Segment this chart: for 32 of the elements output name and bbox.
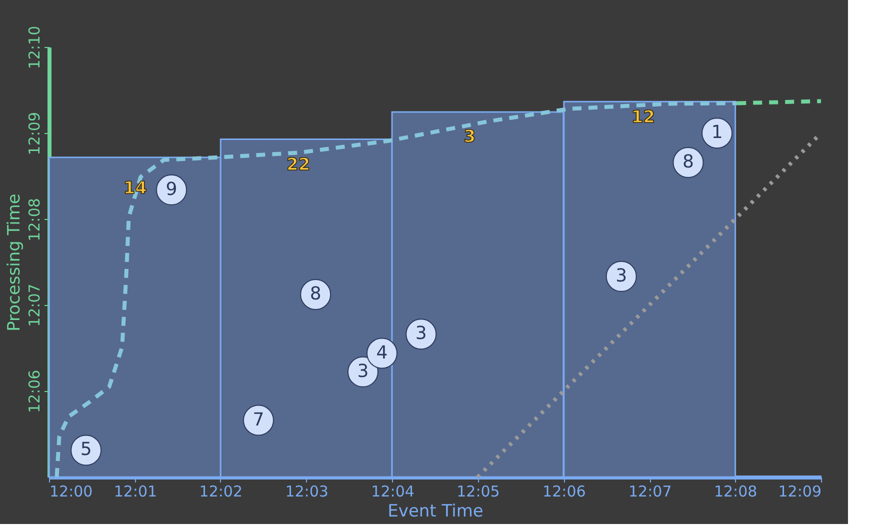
x-tick-label: 12:09 [778, 482, 822, 500]
annotation: 9 [166, 178, 178, 200]
annotation: 8 [682, 151, 694, 172]
annotation: 14 [123, 178, 148, 198]
annotation: 1 [711, 122, 723, 144]
annotation: 8 [310, 283, 322, 304]
y-tick-label: 12:07 [26, 284, 44, 327]
y-tick-label: 12:06 [26, 370, 44, 414]
x-tick-label: 12:03 [285, 482, 328, 500]
annotation: 7 [252, 409, 264, 430]
annotation: 3 [415, 323, 427, 344]
x-tick-label: 12:06 [542, 482, 586, 500]
x-tick-label: 12:05 [456, 482, 500, 500]
x-tick-label: 12:02 [199, 482, 242, 500]
annotation: 4 [376, 342, 388, 364]
annotation: 3 [616, 265, 628, 286]
y-tick-label: 12:08 [26, 198, 44, 242]
x-tick-label: 12:01 [114, 482, 158, 500]
annotation: 3 [357, 360, 369, 382]
x-tick-label: 12:00 [50, 482, 93, 500]
y-tick-label: 12:09 [26, 112, 44, 156]
x-tick-label: 12:08 [714, 482, 758, 500]
annotation: 12 [631, 108, 655, 128]
x-tick-label: 12:07 [628, 482, 672, 500]
annotation: 3 [464, 126, 476, 147]
annotation: 22 [286, 155, 310, 176]
x-axis-title: Event Time [388, 502, 484, 522]
y-tick-label: 12:10 [26, 26, 44, 70]
y-axis-title: Processing Time [4, 194, 24, 332]
x-tick-label: 12:04 [371, 482, 414, 500]
annotation: 5 [80, 439, 92, 460]
line-series [54, 101, 740, 479]
